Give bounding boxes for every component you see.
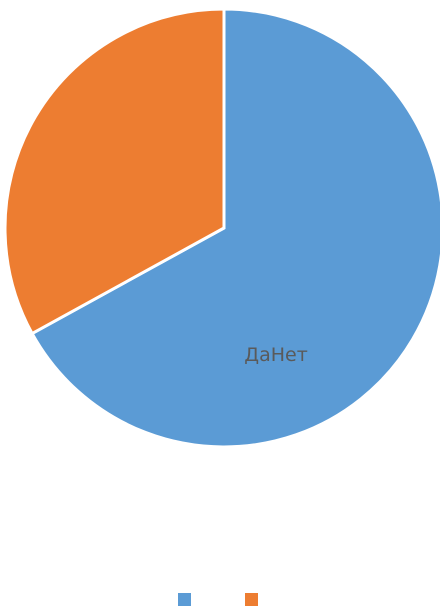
- pie-slices: [3, 7, 440, 449]
- legend-swatch-1: [178, 592, 191, 606]
- legend-item-1: [178, 591, 195, 607]
- pie-inside-label: ДаНет: [244, 344, 308, 366]
- legend-swatch-2: [245, 592, 258, 606]
- pie-slice-2: [3, 7, 226, 336]
- legend: [0, 591, 440, 607]
- pie-slice-1: [30, 7, 440, 449]
- legend-item-2: [245, 591, 262, 607]
